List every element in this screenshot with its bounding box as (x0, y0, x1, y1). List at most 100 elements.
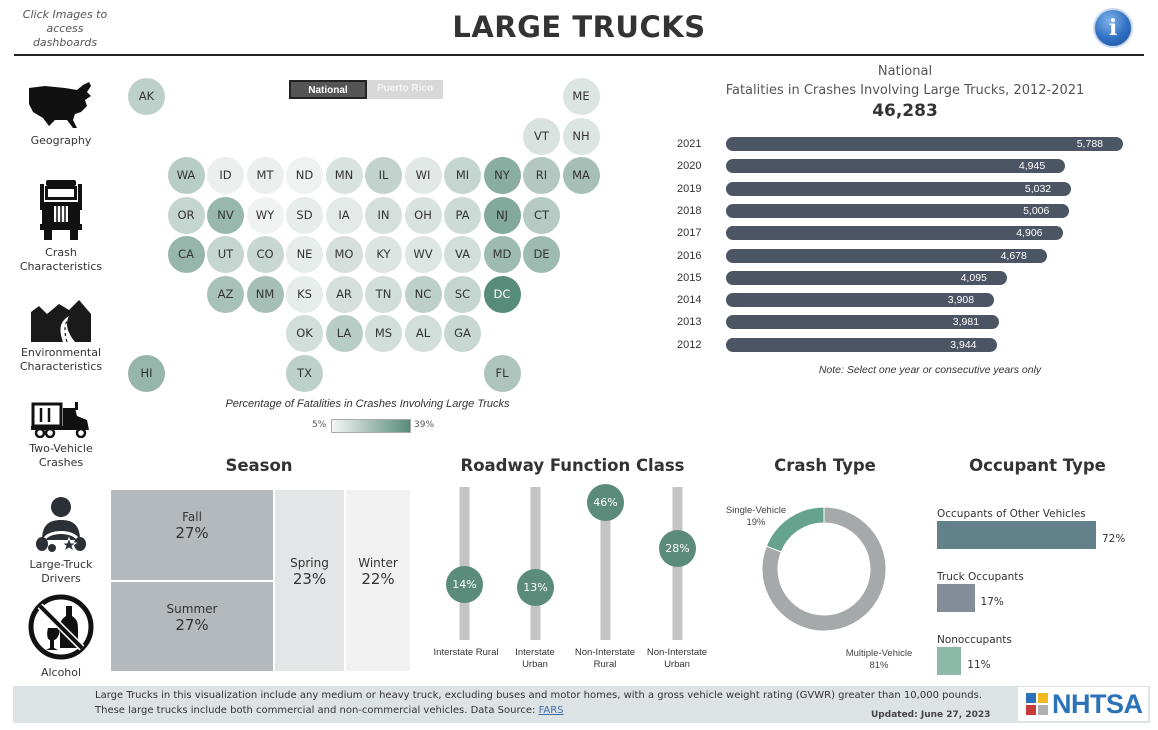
state-tile-wa[interactable]: WA (167, 157, 205, 194)
year-bar[interactable]: 3,981 (726, 315, 1000, 330)
year-value: 5,006 (1023, 204, 1050, 217)
year-row[interactable]: 2015 4,095 (677, 270, 1137, 285)
state-tile-dc[interactable]: DC (483, 275, 521, 313)
state-tile-ar[interactable]: AR (325, 275, 363, 313)
state-tile-or[interactable]: OR (167, 196, 205, 234)
state-tile-ks[interactable]: KS (286, 275, 323, 313)
state-tile-wy[interactable]: WY (246, 196, 284, 234)
fars-link[interactable]: FARS (538, 705, 564, 716)
year-bar[interactable]: 4,095 (726, 270, 1007, 285)
year-row[interactable]: 2016 4,678 (677, 248, 1137, 263)
toggle-national[interactable]: National (289, 80, 367, 99)
state-tile-al[interactable]: AL (404, 315, 442, 352)
state-tile-la[interactable]: LA (325, 315, 363, 352)
roadway-value-marker[interactable]: 14% (446, 566, 483, 604)
state-tile-tn[interactable]: TN (365, 275, 402, 313)
toggle-puerto-rico[interactable]: Puerto Rico (367, 80, 443, 99)
season-winter[interactable]: Winter 22% (346, 490, 410, 671)
nhtsa-logo[interactable]: NHTSA (1018, 687, 1148, 721)
state-tile-nd[interactable]: ND (286, 157, 323, 194)
state-tile-ma[interactable]: MA (562, 157, 600, 194)
roadway-track (459, 487, 470, 640)
state-tile-nc[interactable]: NC (404, 275, 442, 313)
state-tile-az[interactable]: AZ (207, 275, 244, 313)
state-tile-ky[interactable]: KY (365, 236, 402, 273)
state-tile-nh[interactable]: NH (562, 117, 600, 155)
year-bar[interactable]: 4,945 (726, 159, 1066, 174)
state-tile-mi[interactable]: MI (444, 157, 481, 194)
state-tile-me[interactable]: ME (562, 78, 600, 115)
state-tile-mt[interactable]: MT (246, 157, 284, 194)
state-tile-ga[interactable]: GA (444, 315, 481, 352)
state-tile-co[interactable]: CO (246, 236, 284, 273)
roadway-value-marker[interactable]: 13% (517, 568, 554, 606)
state-tile-fl[interactable]: FL (483, 354, 521, 392)
state-tile-wi[interactable]: WI (404, 157, 442, 194)
season-winter-label: Winter (358, 556, 398, 570)
state-tile-ct[interactable]: CT (523, 196, 560, 234)
occupant-bar[interactable] (937, 647, 962, 675)
nav-large-truck-drivers[interactable]: Large-Truck Drivers (10, 496, 112, 586)
state-tile-mn[interactable]: MN (325, 157, 363, 194)
season-spring[interactable]: Spring 23% (275, 490, 344, 671)
state-tile-ok[interactable]: OK (286, 315, 323, 352)
nav-geography[interactable]: Geography (10, 82, 112, 148)
year-row[interactable]: 2018 5,006 (677, 203, 1137, 218)
state-tile-ne[interactable]: NE (286, 236, 323, 273)
state-tile-sd[interactable]: SD (286, 196, 323, 234)
state-tile-md[interactable]: MD (483, 236, 521, 273)
state-tile-ut[interactable]: UT (207, 236, 244, 273)
year-value: 4,906 (1016, 227, 1043, 240)
state-tile-mo[interactable]: MO (325, 236, 363, 273)
state-tile-id[interactable]: ID (207, 157, 244, 194)
state-tile-nj[interactable]: NJ (483, 196, 521, 234)
season-fall[interactable]: Fall 27% (111, 490, 273, 580)
nav-two-vehicle-crashes[interactable]: Two-Vehicle Crashes (10, 402, 112, 470)
state-tile-de[interactable]: DE (523, 236, 560, 273)
occupant-bar[interactable] (937, 521, 1096, 549)
year-bar[interactable]: 3,908 (726, 293, 995, 308)
state-tile-va[interactable]: VA (444, 236, 481, 273)
state-tile-il[interactable]: IL (365, 157, 402, 194)
state-tile-hi[interactable]: HI (128, 354, 165, 392)
us-map-icon (29, 82, 91, 128)
no-alcohol-icon (28, 594, 94, 660)
year-bar[interactable]: 5,788 (726, 137, 1123, 151)
nav-environmental-characteristics[interactable]: Environmental Characteristics (10, 298, 112, 374)
state-tile-sc[interactable]: SC (444, 275, 481, 313)
occupant-bar[interactable] (937, 584, 975, 612)
state-tile-ri[interactable]: RI (523, 157, 560, 194)
nav-crash-characteristics[interactable]: Crash Characteristics (10, 178, 112, 274)
state-tile-tx[interactable]: TX (286, 354, 323, 392)
year-row[interactable]: 2012 3,944 (677, 337, 1137, 352)
state-tile-wv[interactable]: WV (404, 236, 442, 273)
year-row[interactable]: 2019 5,032 (677, 181, 1137, 196)
state-tile-nv[interactable]: NV (207, 196, 244, 234)
year-bar[interactable]: 4,906 (726, 226, 1063, 241)
year-bar[interactable]: 5,006 (726, 203, 1070, 218)
state-tile-oh[interactable]: OH (404, 196, 442, 234)
state-tile-ms[interactable]: MS (365, 315, 402, 352)
state-tile-nm[interactable]: NM (246, 275, 284, 313)
year-bar[interactable]: 4,678 (726, 248, 1047, 263)
year-row[interactable]: 2021 5,788 (677, 137, 1137, 151)
state-tile-vt[interactable]: VT (523, 117, 560, 155)
info-icon[interactable]: i (1093, 8, 1133, 48)
year-row[interactable]: 2020 4,945 (677, 159, 1137, 174)
nav-alcohol[interactable]: Alcohol (10, 592, 112, 680)
state-tile-in[interactable]: IN (365, 196, 402, 234)
roadway-value-marker[interactable]: 46% (587, 484, 624, 522)
state-tile-ia[interactable]: IA (325, 196, 363, 234)
state-tile-ny[interactable]: NY (483, 157, 521, 194)
donut-slice-multiple-vehicle[interactable] (761, 506, 887, 632)
year-bar[interactable]: 3,944 (726, 337, 997, 352)
year-row[interactable]: 2014 3,908 (677, 293, 1137, 308)
roadway-value-marker[interactable]: 28% (659, 530, 696, 568)
state-tile-pa[interactable]: PA (444, 196, 481, 234)
state-tile-ak[interactable]: AK (128, 78, 165, 115)
season-summer[interactable]: Summer 27% (111, 582, 273, 671)
state-tile-ca[interactable]: CA (167, 236, 205, 273)
year-row[interactable]: 2017 4,906 (677, 226, 1137, 241)
year-row[interactable]: 2013 3,981 (677, 315, 1137, 330)
year-bar[interactable]: 5,032 (726, 181, 1072, 196)
